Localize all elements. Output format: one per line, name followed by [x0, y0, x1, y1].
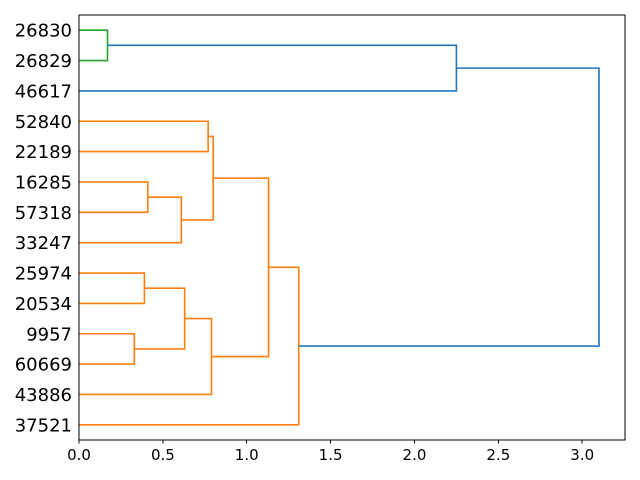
- x-tick-label: 2.5: [486, 446, 510, 464]
- leaf-label: 20534: [15, 294, 72, 315]
- leaf-label: 52840: [15, 112, 72, 133]
- dendrogram-links: [79, 29, 600, 426]
- x-tick-label: 3.0: [570, 446, 594, 464]
- x-tick-label: 1.0: [235, 446, 259, 464]
- dendrogram-link: [79, 317, 213, 396]
- leaf-label: 60669: [15, 355, 72, 376]
- leaf-label: 26830: [15, 21, 72, 42]
- leaf-label: 16285: [15, 172, 72, 193]
- leaf-label: 43886: [15, 385, 72, 406]
- leaf-label: 37521: [15, 415, 72, 436]
- dendrogram-link: [79, 44, 458, 92]
- leaf-label: 9957: [26, 324, 72, 345]
- dendrogram-link: [79, 29, 109, 62]
- dendrogram-link: [134, 287, 186, 350]
- dendrogram-link: [79, 196, 183, 244]
- axes-layer: [78, 14, 626, 444]
- x-tick-label: 0.0: [67, 446, 91, 464]
- leaf-label: 25974: [15, 264, 72, 285]
- leaf-label: 33247: [15, 233, 72, 254]
- x-tick-label: 0.5: [151, 446, 175, 464]
- dendrogram-link: [211, 177, 270, 358]
- x-tick-label: 1.5: [319, 446, 343, 464]
- dendrogram-link: [79, 272, 146, 305]
- dendrogram-link: [79, 332, 136, 365]
- leaf-label: 22189: [15, 142, 72, 163]
- dendrogram-link: [79, 266, 300, 426]
- dendrogram-link: [298, 67, 600, 347]
- dendrogram-link: [79, 181, 149, 214]
- labels-layer: 0.0 0.5 1.0 1.5 2.0 2.5 3.0 26830 26829 46617 5284…: [15, 21, 594, 464]
- x-tick-label: 2.0: [403, 446, 427, 464]
- plot-border: [78, 14, 626, 441]
- dendrogram-link: [79, 120, 209, 153]
- leaf-label: 46617: [15, 81, 72, 102]
- leaf-label: 26829: [15, 51, 72, 72]
- leaf-label: 57318: [15, 203, 72, 224]
